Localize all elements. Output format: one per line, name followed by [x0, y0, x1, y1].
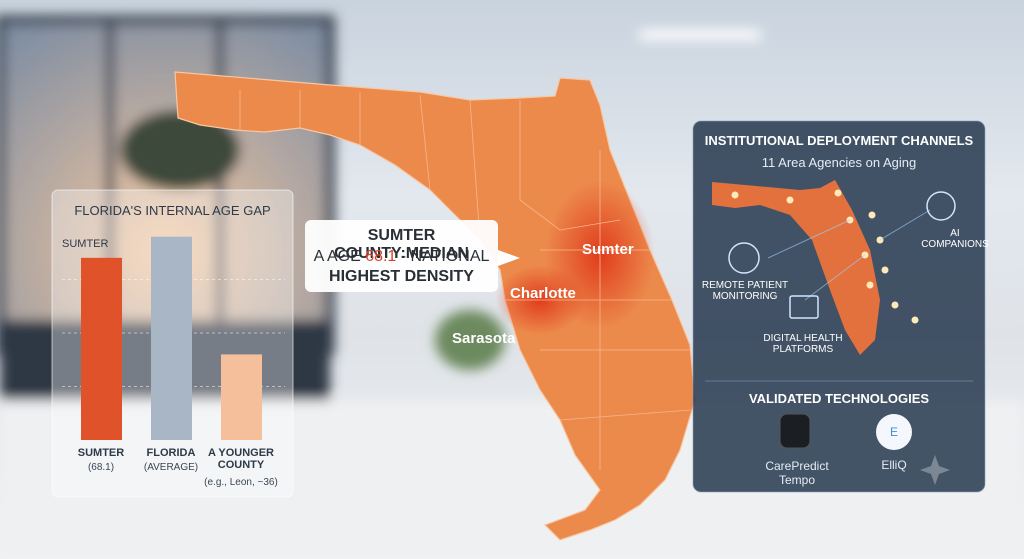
- bar: [81, 257, 122, 440]
- elliq-icon: E: [889, 425, 898, 439]
- callout-line: SUMTER COUNTY:MEDIAN: [334, 227, 469, 262]
- channel-label: REMOTE PATIENT MONITORING: [701, 280, 789, 302]
- elliq-device: [876, 414, 912, 450]
- bar: [151, 236, 192, 440]
- x-tick-label: A YOUNGER COUNTY: [207, 447, 274, 471]
- x-tick-note: (AVERAGE): [143, 462, 199, 473]
- callout-value: 68.1: [365, 248, 397, 265]
- panel-title: INSTITUTIONAL DEPLOYMENT CHANNELS: [704, 133, 974, 148]
- x-tick-note: (68.1): [87, 462, 115, 473]
- callout-line: A AGE 68.1 - NATIONAL: [305, 248, 498, 266]
- tech-title: VALIDATED TECHNOLOGIES: [748, 391, 930, 406]
- bar-legend-label: SUMTER: [62, 238, 109, 250]
- x-tick-note: (e.g., Leon, ~36): [204, 477, 278, 488]
- callout-line: HIGHEST DENSITY: [329, 268, 474, 285]
- channel-label: DIGITAL HEALTH PLATFORMS: [763, 333, 843, 355]
- channel-label: AI COMPANIONS: [921, 228, 989, 250]
- chart-title: FLORIDA'S INTERNAL AGE GAP: [74, 203, 271, 218]
- county-label: Sumter: [582, 241, 634, 258]
- x-tick-label: FLORIDA: [146, 447, 196, 459]
- bar: [221, 354, 262, 440]
- callout-pointer: [498, 250, 520, 266]
- callout-text: A AGE: [313, 248, 361, 265]
- county-label: Sarasota: [452, 330, 516, 347]
- panel-subtitle: 11 Area Agencies on Aging: [761, 155, 917, 170]
- channel-icons: [728, 191, 956, 319]
- state-shape: [174, 71, 696, 541]
- sparkle: [920, 455, 950, 485]
- callout-box: [305, 220, 498, 292]
- watch-icon: [779, 413, 811, 449]
- callout-text: - NATIONAL: [400, 248, 490, 265]
- tech-label: CarePredict Tempo: [765, 459, 829, 487]
- mini-map: [712, 180, 880, 355]
- county-lines: [239, 90, 691, 470]
- tech-label: ElliQ: [881, 458, 907, 472]
- x-tick-label: SUMTER: [77, 447, 125, 459]
- agency-dots: [731, 189, 919, 324]
- county-label: Charlotte: [510, 285, 576, 302]
- connectors: [767, 209, 931, 301]
